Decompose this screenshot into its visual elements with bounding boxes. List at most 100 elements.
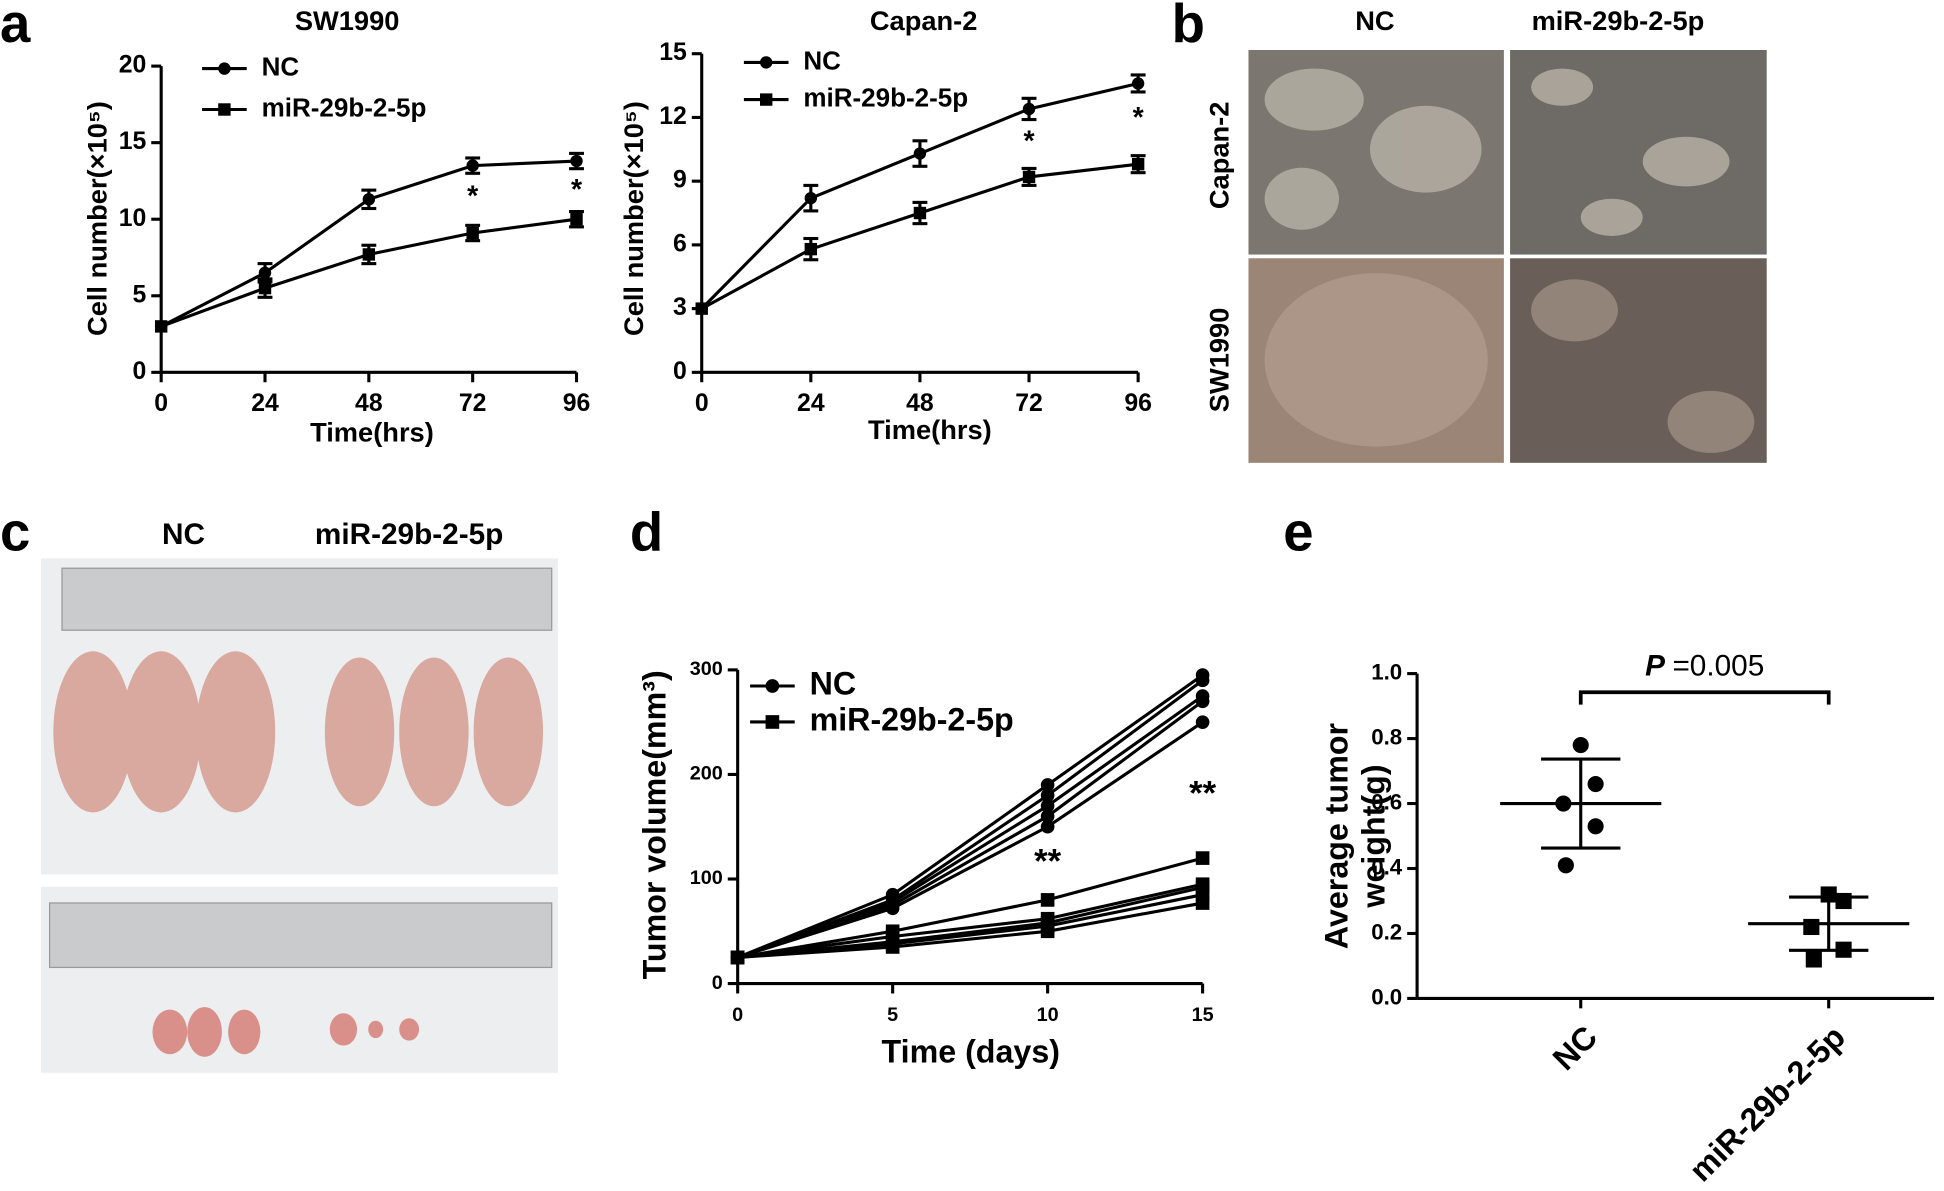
y-tick-label: 12 [659,103,687,130]
marker [1835,892,1852,910]
p-symbol: P [1645,649,1665,682]
significance-mark: ** [1189,775,1217,813]
sd-bar [1789,895,1869,952]
marker [1195,851,1210,865]
marker [804,242,818,256]
y-tick-label: 6 [673,230,687,257]
row-label: SW1990 [1203,308,1234,413]
x-tick-label: miR-29b-2-5p [1682,1019,1852,1189]
marker [1805,951,1822,968]
sd-bar [1541,757,1621,850]
marker [258,266,272,280]
marker [1803,918,1820,936]
y-tick-label: 3 [673,294,687,321]
marker [695,302,708,315]
y-tick-label: 1.0 [1371,659,1402,684]
y-tick-label: 200 [690,763,723,785]
x-tick-label: 0 [695,390,709,417]
marker [1195,694,1210,709]
legend-marker [218,103,231,116]
x-tick-label: 96 [1124,390,1152,417]
y-tick-label: 15 [659,39,687,66]
series-line [737,893,1203,959]
marker [362,193,376,206]
marker [570,154,583,168]
marker [466,226,479,240]
legend-label: NC [803,45,841,75]
legend-marker [765,715,780,729]
x-tick-label: 96 [563,390,591,417]
column-label: NC [162,518,205,551]
marker [1040,924,1055,939]
x-tick-label: 24 [251,390,279,417]
chart-title: SW1990 [295,5,400,36]
significance-bracket [1578,690,1831,705]
x-tick-label: NC [1546,1019,1604,1077]
marker [1022,170,1036,184]
row-label: Capan-2 [1203,102,1234,210]
significance-mark: ** [1034,842,1062,880]
micrograph-grid [1248,49,1767,463]
ruler [48,902,553,969]
y-tick-label: 100 [690,867,723,889]
tumors [152,1007,420,1057]
series-line [737,901,1203,959]
marker [570,213,583,226]
column-label: miR-29b-2-5p [315,518,503,551]
marker [1587,775,1604,793]
chart-title: Capan-2 [870,5,978,36]
y-tick-label: 300 [690,658,723,680]
marker [1040,788,1055,803]
cell-clusters [1264,68,1755,453]
x-axis-label: Time(hrs) [868,414,992,445]
x-tick-label: 72 [1015,390,1043,417]
marker [1195,896,1210,910]
y-tick-label: 9 [673,167,687,194]
x-tick-label: 10 [1037,1004,1059,1026]
marker [1195,673,1210,688]
x-tick-label: 48 [906,390,934,417]
y-tick-label: 10 [119,205,147,232]
marker [154,320,168,333]
x-axis-label: Time (days) [882,1034,1060,1070]
marker [1040,778,1055,792]
x-tick-label: 15 [1192,1004,1214,1026]
marker [1040,819,1055,834]
p-text: =0.005 [1672,649,1764,682]
y-tick-label: 15 [119,128,147,155]
y-tick-label: 5 [132,281,146,308]
legend-label: miR-29b-2-5p [262,92,427,122]
marker [913,147,927,160]
x-tick-label: 5 [887,1004,898,1026]
panel-label: d [630,501,663,562]
y-tick-label: 0 [132,358,146,385]
significance-mark: * [1023,125,1035,157]
marker [885,940,900,954]
series-line [160,217,577,328]
marker [730,950,745,965]
panel-label: a [0,0,31,54]
x-tick-label: 0 [732,1004,743,1026]
column-label: NC [1355,5,1394,36]
panel-label: c [0,501,30,562]
series-line [737,700,1204,959]
x-tick-label: 0 [154,390,168,417]
legend-marker [765,679,780,693]
column-label: miR-29b-2-5p [1532,5,1705,36]
ruler [61,567,553,631]
significance-mark: * [467,180,479,212]
marker [1195,715,1210,729]
marker [1040,798,1055,813]
legend-label: NC [262,51,300,81]
y-tick-label: 0.2 [1371,919,1402,944]
mouse-photo [40,558,558,1073]
y-tick-label: 0.8 [1371,724,1402,749]
legend-label: miR-29b-2-5p [810,701,1014,737]
y-axis-label: Cell number(×10⁵) [618,101,649,336]
marker [804,191,818,205]
marker [362,248,376,261]
mice [53,651,544,813]
series-line [700,81,1139,310]
series-line [737,882,1203,959]
